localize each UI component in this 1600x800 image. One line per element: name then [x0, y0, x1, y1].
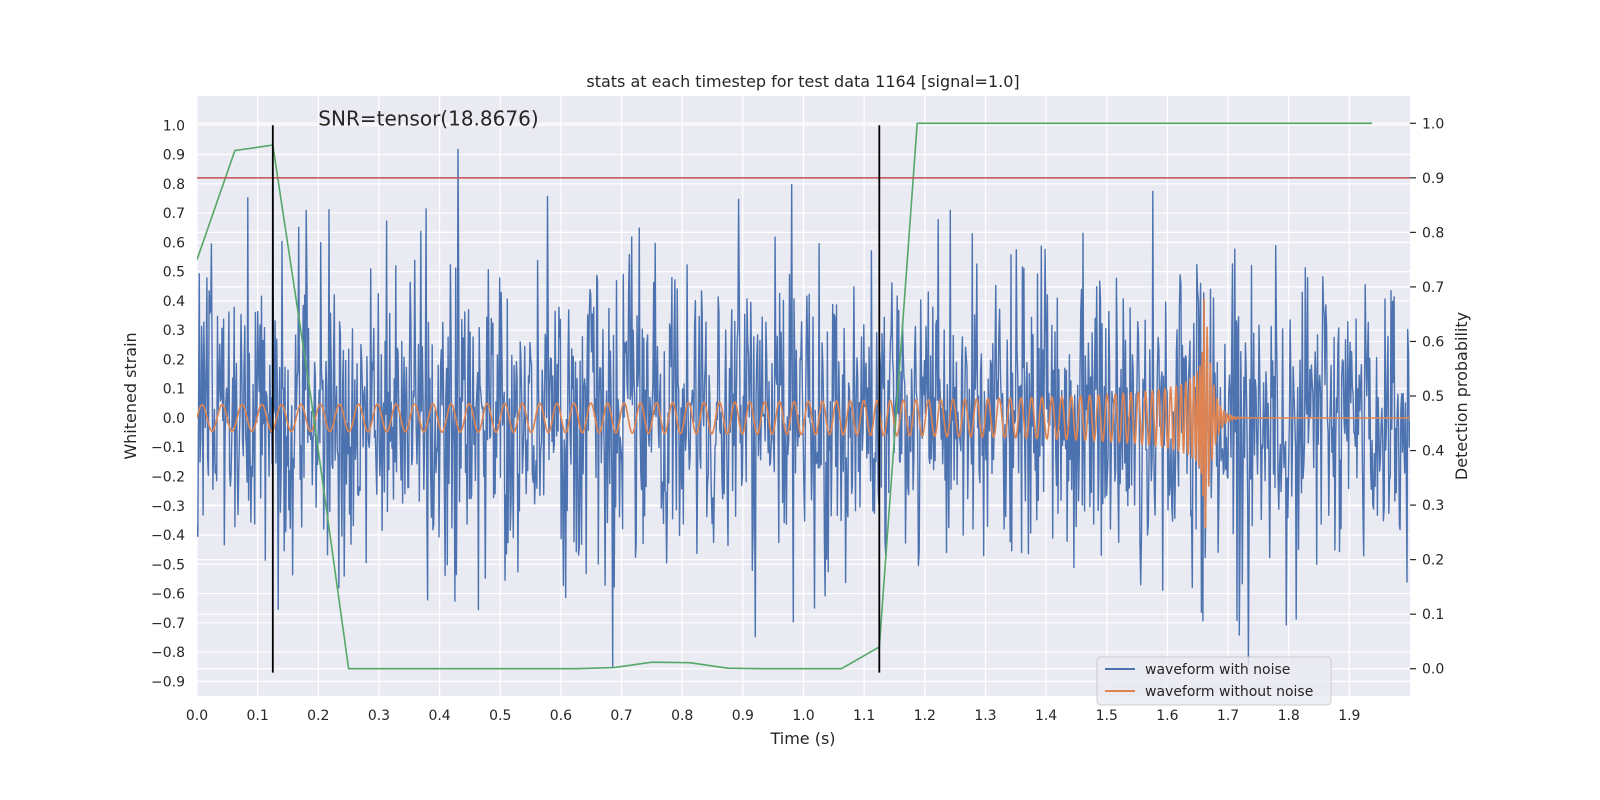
y-tick-label-3: −0.6 — [151, 587, 185, 603]
y-tick-label-13: 0.4 — [163, 294, 185, 310]
y-tick-label-6: −0.3 — [151, 499, 185, 515]
y2-tick-label-7: 0.7 — [1422, 280, 1444, 296]
y-tick-label-8: −0.1 — [151, 440, 185, 456]
y2-tick-label-6: 0.6 — [1422, 334, 1444, 350]
y-tick-label-19: 1.0 — [163, 118, 185, 134]
x-tick-label-9: 0.9 — [732, 708, 754, 724]
x-tick-label-11: 1.1 — [853, 708, 875, 724]
y2-axis-label: Detection probability — [1452, 312, 1471, 480]
y2-tick-label-9: 0.9 — [1422, 171, 1444, 187]
y-tick-label-2: −0.7 — [151, 616, 185, 632]
x-tick-label-4: 0.4 — [428, 708, 450, 724]
y-tick-label-16: 0.7 — [163, 206, 185, 222]
y-tick-label-12: 0.3 — [163, 323, 185, 339]
x-tick-label-5: 0.5 — [489, 708, 511, 724]
legend-label-clean: waveform without noise — [1145, 684, 1313, 700]
legend-box — [1096, 656, 1332, 706]
y-tick-label-4: −0.5 — [151, 557, 185, 573]
x-tick-label-6: 0.6 — [550, 708, 572, 724]
y2-tick-label-10: 1.0 — [1422, 116, 1444, 132]
y2-tick-label-5: 0.5 — [1422, 389, 1444, 405]
series-line-2 — [197, 122, 1373, 670]
y2-tick-label-4: 0.4 — [1422, 444, 1444, 460]
y-axis-ticks: −0.9 −0.8 −0.7 −0.6 −0.5 −0.4 −0.3 −0.2 −0.1 0.0 0… — [151, 118, 185, 690]
y-tick-label-11: 0.2 — [163, 352, 185, 368]
x-tick-label-7: 0.7 — [610, 708, 632, 724]
y-tick-label-0: −0.9 — [151, 674, 185, 690]
y-tick-label-5: −0.4 — [151, 528, 185, 544]
legend-label-noisy: waveform with noise — [1145, 662, 1290, 678]
y2-tick-label-1: 0.1 — [1422, 607, 1444, 623]
y2-tick-label-2: 0.2 — [1422, 553, 1444, 569]
y-tick-label-18: 0.9 — [163, 148, 185, 164]
x-tick-label-8: 0.8 — [671, 708, 693, 724]
y-tick-label-15: 0.6 — [163, 235, 185, 251]
x-tick-label-2: 0.2 — [307, 708, 329, 724]
x-tick-label-13: 1.3 — [974, 708, 996, 724]
series-layer — [197, 122, 1410, 673]
series-line-1 — [197, 298, 1410, 529]
legend: waveform with noise waveform without noi… — [1096, 656, 1332, 706]
y-tick-label-9: 0.0 — [163, 411, 185, 427]
x-tick-label-15: 1.5 — [1096, 708, 1118, 724]
y-tick-label-17: 0.8 — [163, 177, 185, 193]
x-tick-label-14: 1.4 — [1035, 708, 1057, 724]
y2-tick-label-8: 0.8 — [1422, 225, 1444, 241]
y-tick-label-14: 0.5 — [163, 265, 185, 281]
x-tick-label-10: 1.0 — [792, 708, 814, 724]
x-tick-label-1: 0.1 — [247, 708, 269, 724]
y-tick-label-10: 0.1 — [163, 382, 185, 398]
y-axis-label: Whitened strain — [121, 332, 140, 459]
x-tick-label-12: 1.2 — [914, 708, 936, 724]
x-axis-ticks: 0.0 0.1 0.2 0.3 0.4 0.5 0.6 0.7 0.8 0.9 1.0 1.1 1.2 1… — [186, 708, 1361, 724]
x-tick-label-0: 0.0 — [186, 708, 208, 724]
chart-title: stats at each timestep for test data 116… — [586, 72, 1019, 91]
x-tick-label-19: 1.9 — [1338, 708, 1360, 724]
x-tick-label-3: 0.3 — [368, 708, 390, 724]
x-axis-label: Time (s) — [769, 729, 835, 748]
x-tick-label-16: 1.6 — [1156, 708, 1178, 724]
snr-annotation: SNR=tensor(18.8676) — [318, 106, 538, 130]
y2-axis-ticks: 0.0 0.1 0.2 0.3 0.4 0.5 0.6 0.7 0.8 0.9 1.0 — [1410, 116, 1444, 678]
y-tick-label-1: −0.8 — [151, 645, 185, 661]
x-tick-label-18: 1.8 — [1278, 708, 1300, 724]
x-tick-label-17: 1.7 — [1217, 708, 1239, 724]
y2-tick-label-0: 0.0 — [1422, 662, 1444, 678]
y2-tick-label-3: 0.3 — [1422, 498, 1444, 514]
y-tick-label-7: −0.2 — [151, 469, 185, 485]
